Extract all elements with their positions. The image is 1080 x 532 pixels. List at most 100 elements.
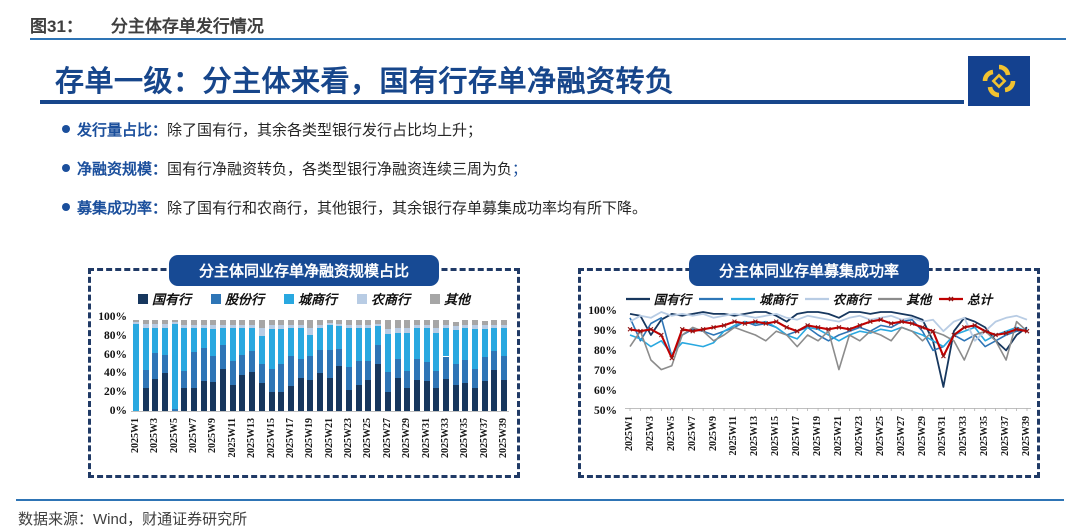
bar-segment-城商行 <box>268 329 275 369</box>
bar-segment-其他 <box>229 319 236 325</box>
x-tick-label: 2025W27 <box>381 418 393 458</box>
bar-segment-城商行 <box>200 328 207 349</box>
legend-item: 城商行 <box>731 289 797 308</box>
bar-segment-其他 <box>142 319 149 324</box>
bar-segment-其他 <box>268 319 275 325</box>
bar-segment-股份行 <box>249 350 256 372</box>
bar-segment-其他 <box>384 319 391 330</box>
bar-segment-国有行 <box>433 387 440 411</box>
bar-segment-农商行 <box>384 329 391 334</box>
legend-line-sample <box>878 297 903 300</box>
total-marker-icon <box>857 323 863 328</box>
x-tick-label: 2025W27 <box>895 416 907 456</box>
bar-segment-股份行 <box>423 362 430 381</box>
bar-segment-城商行 <box>287 328 294 356</box>
bar-segment-国有行 <box>239 375 246 411</box>
bar-segment-农商行 <box>375 323 382 327</box>
bar-segment-农商行 <box>171 321 178 324</box>
bullet-suffix: ； <box>512 161 528 178</box>
legend-swatch <box>430 293 441 304</box>
header-divider <box>30 38 1066 40</box>
bar-segment-农商行 <box>316 324 323 329</box>
total-marker-icon <box>961 324 967 330</box>
bar-segment-城商行 <box>355 328 362 362</box>
legend-label: 农商行 <box>832 292 871 307</box>
bar-segment-农商行 <box>404 328 411 333</box>
total-marker-icon <box>763 321 769 326</box>
legend-item <box>699 294 724 304</box>
logo-emblem-icon <box>982 64 1016 98</box>
legend-line-sample <box>804 297 829 300</box>
bar-segment-股份行 <box>220 345 227 369</box>
bar-segment-股份行 <box>336 348 343 366</box>
x-tick-label: 2025W19 <box>304 418 316 458</box>
bar-segment-股份行 <box>278 364 285 393</box>
bar-segment-城商行 <box>181 328 188 371</box>
total-marker-icon <box>711 324 716 330</box>
legend-label: 城商行 <box>759 292 797 307</box>
bar-segment-国有行 <box>355 384 362 411</box>
x-tick-label: 2025W31 <box>937 416 949 456</box>
bar-segment-城商行 <box>346 328 353 367</box>
bar-segment-其他 <box>462 319 469 325</box>
x-tick-label: 2025W21 <box>832 416 844 456</box>
bar-segment-农商行 <box>452 326 459 331</box>
legend-swatch <box>137 293 148 304</box>
bar-segment-国有行 <box>181 387 188 411</box>
bar-segment-国有行 <box>404 387 411 411</box>
bar-segment-农商行 <box>278 324 285 330</box>
bar-segment-国有行 <box>365 379 372 411</box>
total-marker-icon <box>784 324 790 330</box>
x-tick-label: 2025W33 <box>440 418 451 458</box>
bar-segment-其他 <box>423 319 430 325</box>
bar-segment-其他 <box>210 319 217 325</box>
total-marker-icon <box>669 355 675 361</box>
y-tick-label: 0% <box>109 405 127 417</box>
bar-segment-农商行 <box>142 323 149 329</box>
total-marker-icon <box>951 332 957 338</box>
bar-segment-其他 <box>452 321 459 327</box>
x-tick-label: 2025W25 <box>362 418 374 458</box>
bar-segment-国有行 <box>161 373 168 411</box>
total-marker-icon <box>888 321 894 326</box>
caitong-securities-logo <box>968 56 1030 106</box>
bar-segment-股份行 <box>452 364 459 385</box>
bar-segment-农商行 <box>501 324 508 329</box>
bar-segment-农商行 <box>442 324 449 329</box>
bar-segment-股份行 <box>181 370 188 388</box>
bar-segment-城商行 <box>501 328 508 357</box>
line-chart-x-axis: 2025W1 2025W3 2025W5 2025W7 2025W9 2025W11 202… <box>624 413 1033 471</box>
legend-label: 其他 <box>444 293 471 308</box>
bar-segment-其他 <box>491 319 498 325</box>
bar-segment-其他 <box>326 319 333 323</box>
bar-segment-农商行 <box>249 324 256 329</box>
bar-segment-国有行 <box>152 379 159 411</box>
x-tick-label: 2025W13 <box>246 418 258 458</box>
total-marker-icon <box>867 319 873 324</box>
legend-label: 国有行 <box>653 292 692 307</box>
line-chart-legend: 国有行 城商行 农商行 其他 总计 <box>581 289 1037 308</box>
series-line-国有行 <box>629 311 1028 388</box>
x-tick-label: 2025W21 <box>323 418 335 458</box>
total-marker-icon <box>773 319 779 324</box>
total-marker-icon <box>847 326 852 332</box>
bar-segment-股份行 <box>472 368 479 388</box>
x-tick-label: 2025W11 <box>226 418 238 458</box>
bar-segment-城商行 <box>336 326 343 349</box>
x-tick-label: 2025W23 <box>343 418 355 458</box>
y-tick-label: 60% <box>104 348 127 361</box>
total-marker-icon <box>836 324 842 330</box>
bar-segment-股份行 <box>365 361 372 380</box>
bar-segment-农商行 <box>462 324 469 329</box>
bar-segment-农商行 <box>365 324 372 329</box>
bar-segment-国有行 <box>472 387 479 411</box>
bar-segment-农商行 <box>336 323 343 327</box>
bar-segment-城商行 <box>481 329 488 358</box>
bar-segment-城商行 <box>442 328 449 357</box>
bar-segment-国有行 <box>258 382 265 411</box>
bar-segment-国有行 <box>268 392 275 411</box>
bar-segment-国有行 <box>287 385 294 411</box>
x-tick-label: 2025W33 <box>958 416 970 456</box>
legend-swatch <box>283 293 294 304</box>
total-marker-icon <box>930 328 936 334</box>
